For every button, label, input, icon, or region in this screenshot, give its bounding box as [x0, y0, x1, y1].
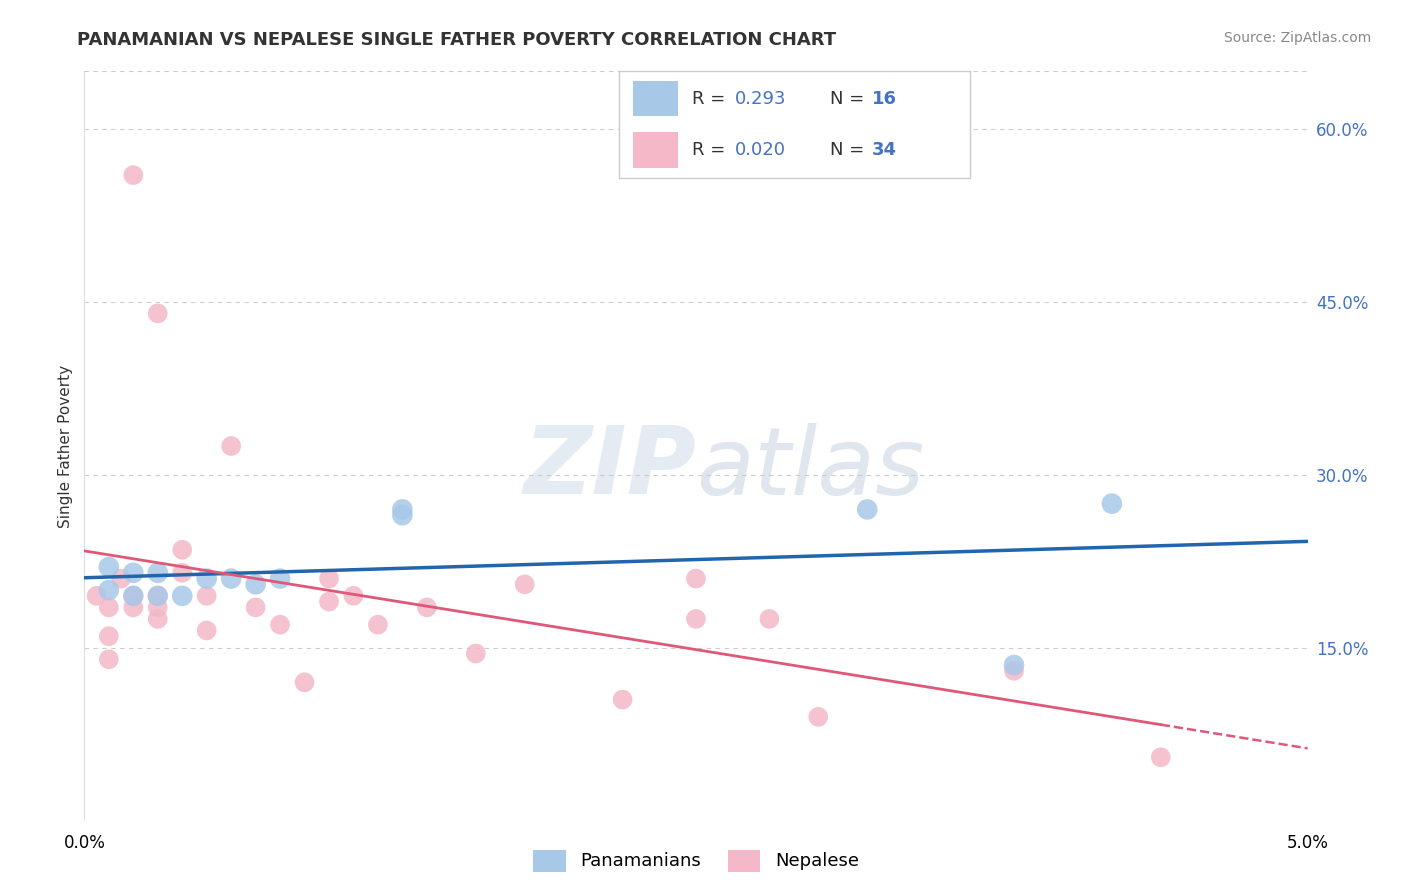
Point [342, 589, 364, 603]
Point [219, 572, 242, 586]
Point [219, 439, 242, 453]
Point [122, 589, 145, 603]
Point [269, 617, 291, 632]
Bar [633, 81, 678, 116]
Point [464, 647, 486, 661]
Point [195, 589, 218, 603]
Text: 0.293: 0.293 [734, 90, 786, 108]
Point [172, 589, 194, 603]
Y-axis label: Single Father Poverty: Single Father Poverty [58, 365, 73, 527]
Point [1002, 664, 1025, 678]
Point [122, 589, 145, 603]
Point [269, 572, 291, 586]
Point [172, 566, 194, 580]
Text: R =: R = [692, 90, 731, 108]
Point [318, 572, 340, 586]
Point [1002, 658, 1025, 673]
Point [245, 600, 267, 615]
Text: R =: R = [692, 141, 731, 159]
Legend: Panamanians, Nepalese: Panamanians, Nepalese [533, 849, 859, 871]
Point [146, 306, 169, 320]
Point [122, 566, 145, 580]
Point [758, 612, 780, 626]
Point [146, 589, 169, 603]
Point [122, 600, 145, 615]
Point [1150, 750, 1173, 764]
Point [97, 629, 120, 643]
Text: 16: 16 [872, 90, 897, 108]
Point [391, 502, 413, 516]
Point [110, 572, 132, 586]
Point [146, 600, 169, 615]
Point [318, 594, 340, 608]
Point [97, 652, 120, 666]
Point [146, 612, 169, 626]
Text: N =: N = [830, 90, 869, 108]
Point [612, 692, 634, 706]
Text: ZIP: ZIP [523, 423, 696, 515]
Point [856, 502, 879, 516]
Point [1101, 497, 1123, 511]
Point [367, 617, 389, 632]
Point [172, 542, 194, 557]
Text: atlas: atlas [696, 423, 924, 514]
Point [195, 624, 218, 638]
Point [391, 508, 413, 523]
Text: PANAMANIAN VS NEPALESE SINGLE FATHER POVERTY CORRELATION CHART: PANAMANIAN VS NEPALESE SINGLE FATHER POV… [77, 31, 837, 49]
Text: 0.020: 0.020 [734, 141, 786, 159]
Bar [633, 132, 678, 168]
Point [416, 600, 439, 615]
Point [195, 572, 218, 586]
Point [122, 168, 145, 182]
Point [146, 589, 169, 603]
Point [685, 612, 707, 626]
Point [97, 600, 120, 615]
Text: 34: 34 [872, 141, 897, 159]
Point [97, 560, 120, 574]
Point [513, 577, 536, 591]
Point [294, 675, 316, 690]
Text: Source: ZipAtlas.com: Source: ZipAtlas.com [1223, 31, 1371, 45]
Point [807, 710, 830, 724]
Point [86, 589, 108, 603]
Text: N =: N = [830, 141, 869, 159]
Point [146, 566, 169, 580]
Point [97, 583, 120, 598]
Point [685, 572, 707, 586]
Point [245, 577, 267, 591]
